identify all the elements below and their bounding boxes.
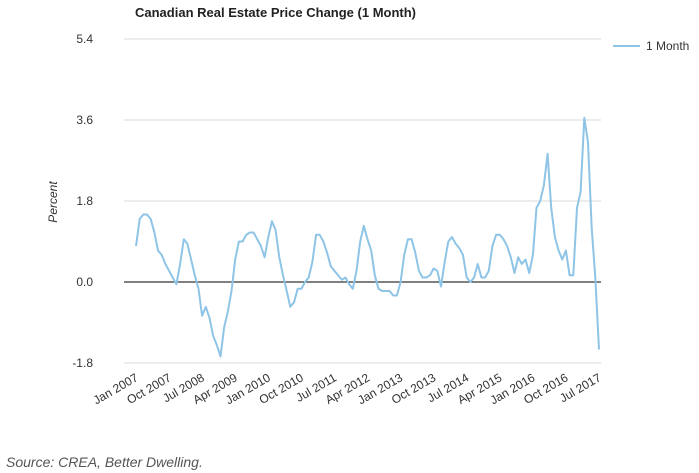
y-tick-label: -1.8 bbox=[72, 356, 93, 370]
series-line-1-month bbox=[135, 116, 600, 358]
chart-title: Canadian Real Estate Price Change (1 Mon… bbox=[135, 5, 416, 20]
y-tick-label: 5.4 bbox=[76, 32, 93, 46]
y-tick-labels: 5.4 3.6 1.8 0.0 -1.8 bbox=[72, 32, 93, 370]
y-tick-label: 3.6 bbox=[76, 113, 93, 127]
y-tick-label: 1.8 bbox=[76, 194, 93, 208]
y-tick-label: 0.0 bbox=[76, 275, 93, 289]
legend-label: 1 Month bbox=[646, 39, 689, 53]
y-axis-label: Percent bbox=[46, 181, 60, 223]
legend: 1 Month bbox=[613, 39, 689, 53]
source-note: Source: CREA, Better Dwelling. bbox=[6, 454, 203, 470]
series-lines bbox=[135, 116, 600, 358]
grid-lines bbox=[124, 38, 601, 364]
